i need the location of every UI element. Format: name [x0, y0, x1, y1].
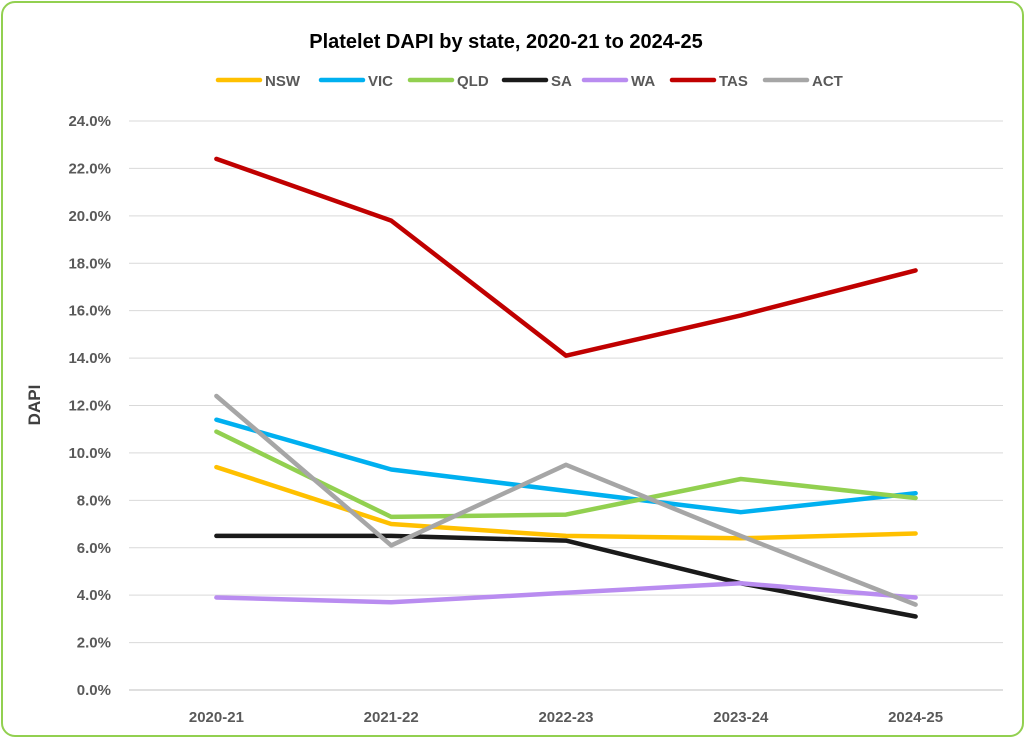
legend-item-act[interactable]: ACT — [762, 73, 843, 90]
legend-item-nsw[interactable]: NSW — [215, 73, 301, 90]
series-line-wa — [214, 581, 918, 605]
y-tick-label: 8.0% — [77, 492, 111, 509]
series-line-vic — [214, 417, 918, 515]
legend-label: TAS — [719, 73, 748, 90]
x-tick-label: 2024-25 — [888, 709, 943, 726]
legend-label: WA — [631, 73, 655, 90]
series-line-act — [214, 393, 918, 607]
y-tick-label: 18.0% — [68, 255, 111, 272]
y-tick-label: 2.0% — [77, 635, 111, 652]
series-line-qld — [214, 429, 918, 520]
x-axis-ticks: 2020-21 2021-22 2022-23 2023-24 2024-25 — [189, 709, 943, 726]
legend-label: VIC — [368, 73, 393, 90]
y-tick-label: 22.0% — [68, 160, 111, 177]
legend-label: NSW — [265, 73, 301, 90]
gridlines — [129, 120, 1003, 691]
y-tick-label: 0.0% — [77, 682, 111, 699]
y-tick-label: 6.0% — [77, 540, 111, 557]
legend-item-vic[interactable]: VIC — [318, 73, 393, 90]
x-tick-label: 2022-23 — [538, 709, 593, 726]
x-tick-label: 2023-24 — [713, 709, 769, 726]
chart-title: Platelet DAPI by state, 2020-21 to 2024-… — [309, 31, 703, 53]
y-tick-label: 10.0% — [68, 445, 111, 462]
series-lines — [214, 156, 918, 619]
y-axis-title: DAPI — [25, 385, 44, 426]
y-tick-label: 4.0% — [77, 587, 111, 604]
legend-label: QLD — [457, 73, 489, 90]
legend-item-tas[interactable]: TAS — [669, 73, 748, 90]
y-axis-ticks: 0.0% 2.0% 4.0% 6.0% 8.0% 10.0% 12.0% 14.0% 16.0%… — [68, 113, 111, 699]
y-tick-label: 14.0% — [68, 350, 111, 367]
legend-item-sa[interactable]: SA — [501, 73, 572, 90]
y-tick-label: 20.0% — [68, 208, 111, 225]
legend-label: ACT — [812, 73, 843, 90]
series-line-tas — [214, 156, 918, 358]
series-line-nsw — [214, 464, 918, 541]
x-tick-label: 2020-21 — [189, 709, 244, 726]
legend-item-qld[interactable]: QLD — [407, 73, 489, 90]
legend[interactable]: NSW VIC QLD SA WA TAS ACT — [215, 73, 843, 90]
legend-item-wa[interactable]: WA — [581, 73, 655, 90]
legend-label: SA — [551, 73, 572, 90]
x-tick-label: 2021-22 — [364, 709, 419, 726]
y-tick-label: 24.0% — [68, 113, 111, 130]
series-line-sa — [214, 533, 918, 619]
y-tick-label: 16.0% — [68, 303, 111, 320]
y-tick-label: 12.0% — [68, 398, 111, 415]
